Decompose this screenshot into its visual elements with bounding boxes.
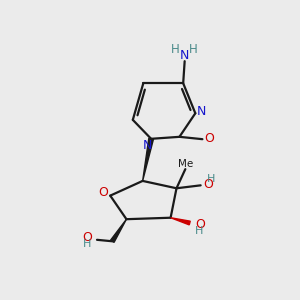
Text: H: H bbox=[83, 239, 92, 249]
Text: O: O bbox=[203, 178, 213, 191]
Text: H: H bbox=[171, 44, 180, 56]
Text: O: O bbox=[82, 231, 92, 244]
Text: N: N bbox=[143, 139, 152, 152]
Polygon shape bbox=[142, 138, 153, 181]
Text: O: O bbox=[98, 186, 108, 199]
Text: H: H bbox=[207, 174, 215, 184]
Text: N: N bbox=[197, 105, 206, 118]
Text: Me: Me bbox=[178, 159, 194, 169]
Polygon shape bbox=[171, 218, 190, 225]
Text: O: O bbox=[195, 218, 205, 231]
Polygon shape bbox=[111, 219, 126, 242]
Text: H: H bbox=[195, 226, 203, 236]
Text: N: N bbox=[180, 49, 189, 62]
Text: H: H bbox=[189, 44, 198, 56]
Text: O: O bbox=[204, 132, 214, 145]
